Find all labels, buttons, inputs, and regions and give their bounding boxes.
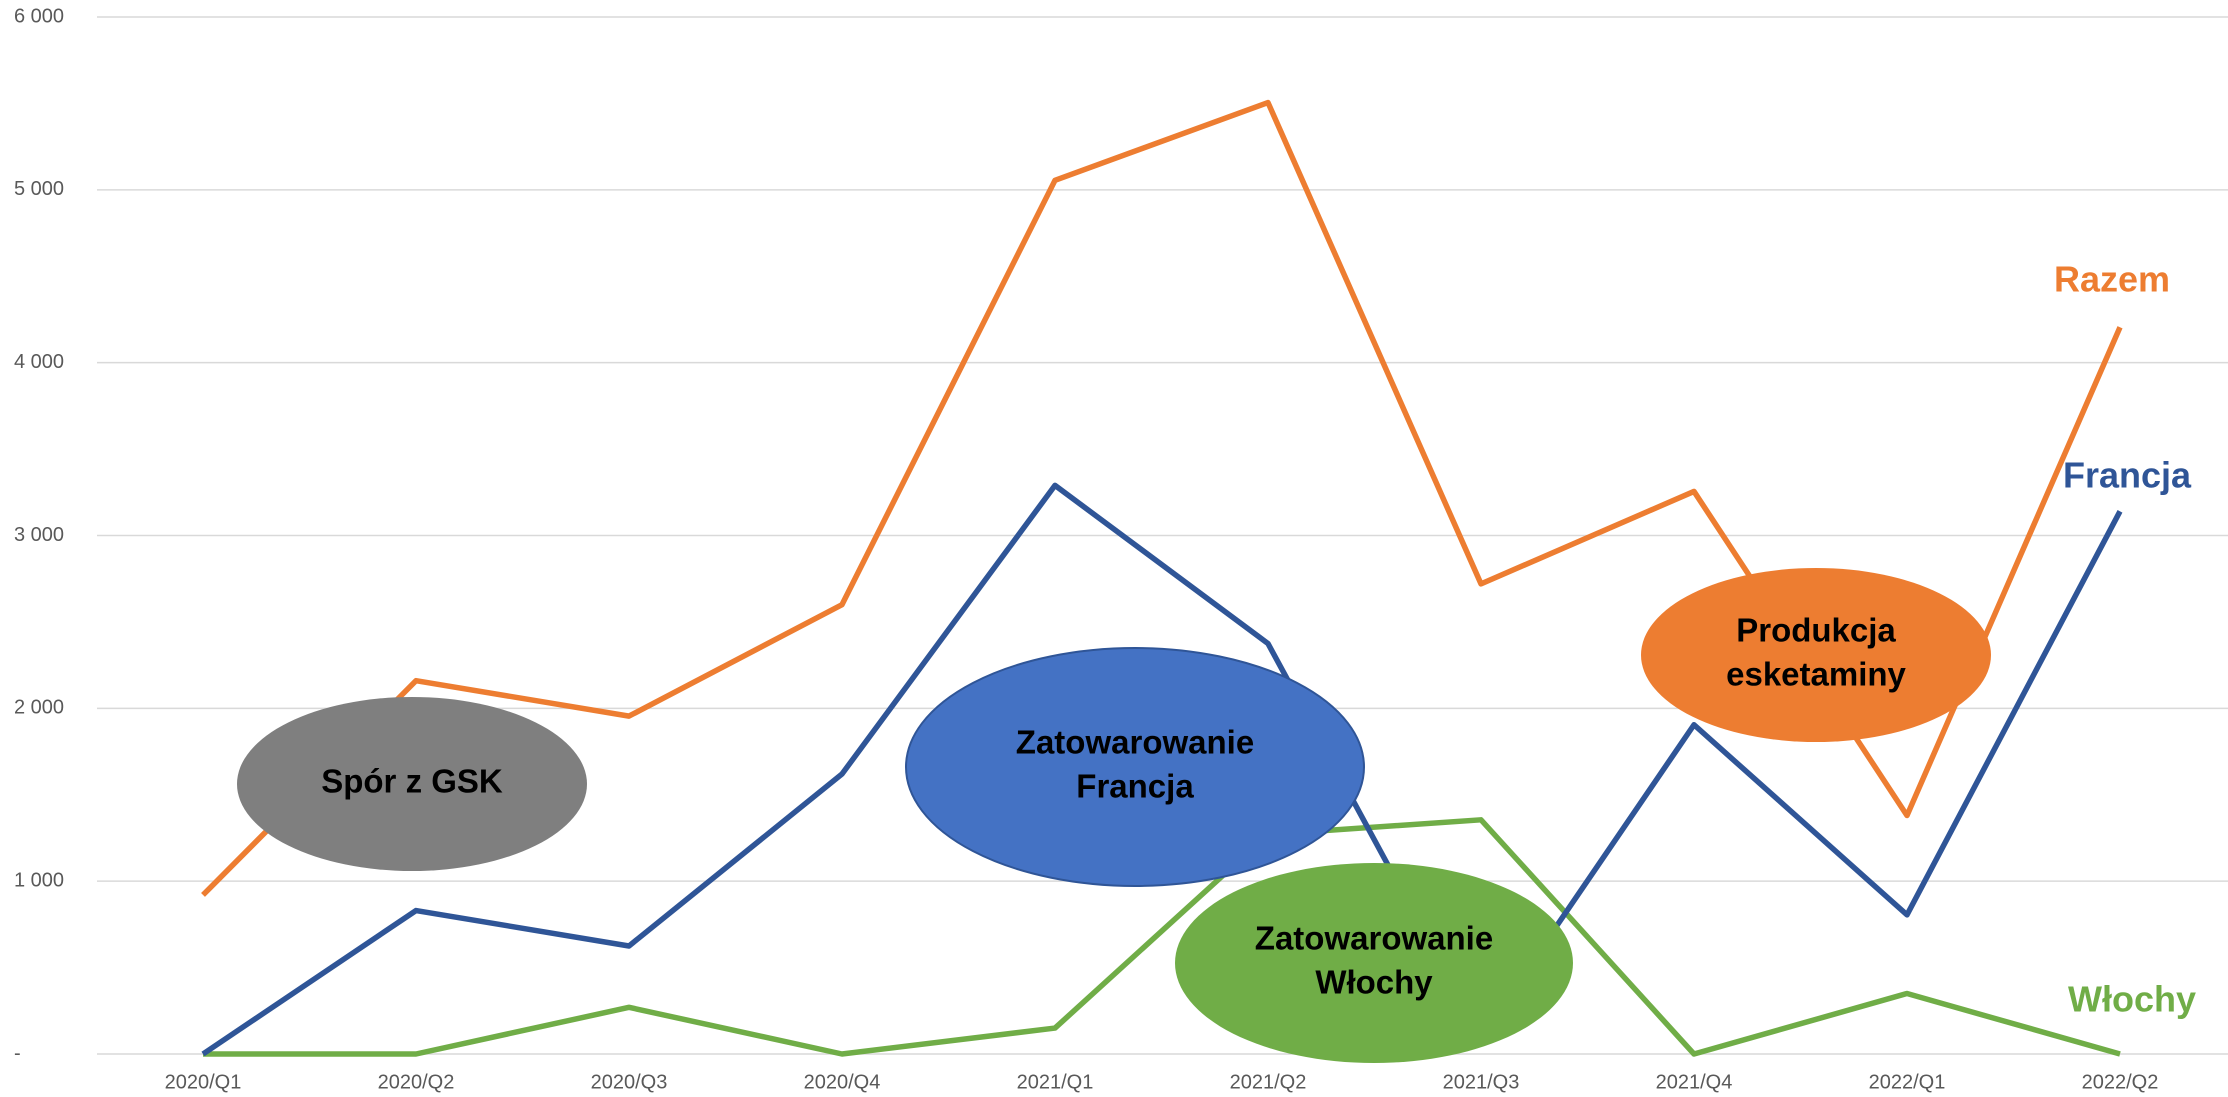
x-tick-label: 2020/Q4 (804, 1071, 881, 1093)
annotation-text: Spór z GSK (321, 763, 503, 800)
y-tick-label: 3 000 (14, 524, 64, 546)
x-tick-label: 2020/Q2 (378, 1071, 455, 1093)
annotation-text: esketaminy (1726, 656, 1906, 693)
series-label: Włochy (2068, 979, 2196, 1020)
x-tick-label: 2021/Q4 (1656, 1071, 1733, 1093)
annotation-bubble (1641, 568, 1991, 742)
y-tick-label: 6 000 (14, 5, 64, 27)
y-tick-label: 4 000 (14, 351, 64, 373)
x-tick-label: 2020/Q1 (165, 1071, 242, 1093)
x-tick-label: 2022/Q1 (1869, 1071, 1946, 1093)
annotation-bubble (905, 647, 1365, 887)
annotation-text: Zatowarowanie (1016, 724, 1254, 761)
x-tick-label: 2021/Q3 (1443, 1071, 1520, 1093)
series-label: Razem (2054, 259, 2170, 300)
annotation-bubble (237, 697, 587, 871)
annotation-text: Francja (1076, 768, 1194, 805)
x-tick-label: 2021/Q2 (1230, 1071, 1307, 1093)
x-tick-label: 2020/Q3 (591, 1071, 668, 1093)
x-tick-label: 2021/Q1 (1017, 1071, 1094, 1093)
annotation-bubble (1175, 863, 1573, 1063)
x-tick-label: 2022/Q2 (2082, 1071, 2159, 1093)
series-label: Francja (2063, 455, 2192, 496)
annotation-text: Włochy (1315, 964, 1433, 1001)
y-tick-label: 5 000 (14, 178, 64, 200)
series-line (201, 482, 2123, 1057)
annotation-text: Produkcja (1736, 612, 1896, 649)
y-tick-label: 2 000 (14, 697, 64, 719)
series-line (203, 817, 2121, 1057)
y-tick-label: - (14, 1042, 21, 1064)
y-tick-label: 1 000 (14, 869, 64, 891)
annotation-text: Zatowarowanie (1255, 920, 1493, 957)
